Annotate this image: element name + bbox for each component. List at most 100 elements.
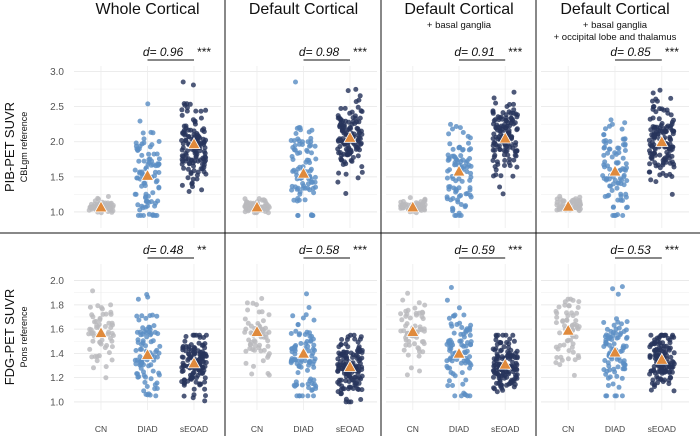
data-point [459,178,465,184]
data-point [144,384,150,389]
data-point [297,331,303,337]
data-point [466,140,471,146]
data-point [248,342,254,348]
data-point [464,348,470,354]
data-point [669,191,675,197]
data-point [193,108,199,114]
data-point [668,354,674,360]
data-point [156,156,162,162]
data-point [491,173,496,179]
data-point [603,138,609,144]
mean-marker [406,324,420,337]
data-point [139,313,145,319]
data-point [150,368,156,374]
data-point [619,126,625,132]
data-point [288,331,294,336]
data-point [356,346,361,351]
data-point [297,393,302,399]
data-point [405,290,411,296]
data-point [603,126,608,132]
data-point [619,284,625,290]
data-point [108,335,113,341]
data-point [150,190,156,196]
data-point [511,338,517,344]
data-point [573,201,579,207]
data-point [492,164,498,170]
data-point [141,136,147,142]
data-point [311,190,317,196]
data-point [311,393,316,399]
x-tick-label: CN [562,424,574,434]
mean-marker [452,164,466,177]
data-point [624,178,630,184]
data-point [401,347,407,353]
data-point [615,197,621,203]
data-point [668,123,674,129]
mean-marker [187,137,201,150]
data-point [312,174,318,180]
data-point [502,158,508,163]
data-point [494,380,499,386]
data-point [148,129,154,135]
data-point [511,101,516,107]
data-point [468,163,474,169]
data-point [650,90,656,96]
data-point [400,297,406,303]
data-point [137,143,143,149]
column-subtitle: + basal ganglia [427,20,492,31]
data-point [102,324,108,329]
x-tick-label: sEOAD [180,424,208,434]
data-point [616,325,622,331]
data-point [201,126,207,132]
data-point [151,323,157,329]
effect-size-label: d= 0.85 [610,45,651,59]
data-point [403,342,409,348]
data-point [648,177,654,183]
data-point [420,339,426,345]
data-point [646,137,652,143]
data-point [514,354,520,360]
data-point [312,143,318,149]
data-point [458,153,464,159]
data-point [338,391,344,396]
data-point [191,386,197,392]
data-point [179,107,185,113]
data-point [190,117,196,123]
data-point [296,197,302,203]
data-point [663,173,669,179]
data-point [620,213,626,218]
data-point [305,343,311,349]
data-point [108,311,114,317]
data-point [456,305,462,311]
data-point [492,363,498,368]
data-point [246,337,252,343]
data-point [154,151,160,157]
data-point [140,325,146,331]
data-point [570,349,576,355]
data-point [339,337,345,342]
data-point [461,312,467,318]
data-point [450,351,456,357]
data-point [191,168,197,174]
data-point [659,343,664,349]
data-point [653,163,659,169]
data-point [651,364,657,369]
data-point [663,128,669,134]
data-point [507,336,513,342]
data-point [461,343,467,349]
data-point [342,105,348,111]
data-point [667,369,673,375]
data-point [194,176,200,182]
data-point [504,340,510,345]
data-point [197,157,203,163]
data-point [357,357,363,362]
data-point [141,140,147,146]
data-point [494,389,500,395]
data-point [359,350,365,355]
data-point [459,325,465,330]
column-title: Whole Cortical [95,1,199,18]
data-point [188,376,194,382]
data-point [134,313,140,319]
data-point [460,147,466,152]
data-point [345,344,351,350]
